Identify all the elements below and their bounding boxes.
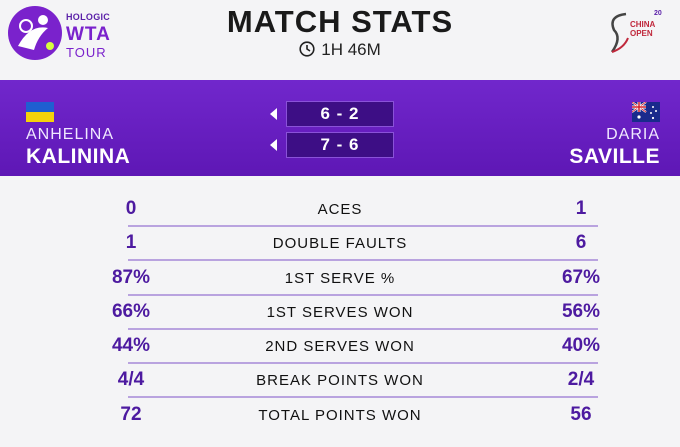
row-divider xyxy=(128,362,598,365)
header: HOLOGIC WTA TOUR MATCH STATS 1H 46M 20 C… xyxy=(0,0,680,80)
brand-tour: TOUR xyxy=(66,45,107,60)
stat-row-aces: 0 ACES 1 xyxy=(0,194,680,228)
tournament-name: CHINA OPEN xyxy=(630,20,655,38)
stat-label: ACES xyxy=(317,201,363,218)
score-band: ANHELINA KALININA 6 - 2 7 - 6 DARIA SAVI… xyxy=(0,80,680,176)
player-right-first-name: DARIA xyxy=(606,126,660,143)
stat-row-double-faults: 1 DOUBLE FAULTS 6 xyxy=(0,228,680,262)
player-right-last-name: SAVILLE xyxy=(569,145,660,168)
stat-right-value: 2/4 xyxy=(567,369,595,391)
australia-flag-icon xyxy=(632,102,660,122)
set-row: 6 - 2 xyxy=(270,101,400,127)
player-right: DARIA SAVILLE xyxy=(569,102,660,170)
clock-icon xyxy=(299,41,315,57)
brand-name: WTA xyxy=(66,24,111,45)
wta-emblem-icon xyxy=(8,6,62,60)
stat-right-value: 56% xyxy=(561,300,601,322)
stat-row-total-points-won: 72 TOTAL POINTS WON 56 xyxy=(0,400,680,434)
stat-row-first-serve-pct: 87% 1ST SERVE % 67% xyxy=(0,263,680,297)
serve-arrow-icon xyxy=(270,108,277,120)
stat-right-value: 67% xyxy=(561,266,601,288)
stat-label: 2ND SERVES WON xyxy=(265,338,415,356)
stat-left-value: 72 xyxy=(120,403,142,425)
sponsor-label: HOLOGIC xyxy=(66,12,111,22)
row-divider xyxy=(128,293,598,296)
stat-label: BREAK POINTS WON xyxy=(256,372,424,390)
stat-left-value: 4/4 xyxy=(117,369,145,391)
tournament-badge: 20 xyxy=(654,10,662,17)
duration-value: 1H 46M xyxy=(321,40,381,59)
stat-right-value: 40% xyxy=(561,335,601,357)
stat-right-value: 1 xyxy=(575,198,587,219)
stat-row-second-serves-won: 44% 2ND SERVES WON 40% xyxy=(0,331,680,365)
ukraine-flag-icon xyxy=(26,102,54,122)
stat-left-value: 44% xyxy=(111,335,151,357)
set-score-2: 7 - 6 xyxy=(286,132,394,158)
stat-row-first-serves-won: 66% 1ST SERVES WON 56% xyxy=(0,297,680,331)
set-row: 7 - 6 xyxy=(270,132,400,158)
tournament-name-line1: CHINA xyxy=(630,20,656,29)
stat-right-value: 56 xyxy=(570,403,592,425)
player-left-last-name: KALININA xyxy=(26,145,131,168)
stat-label: 1ST SERVES WON xyxy=(266,303,414,321)
stat-right-value: 6 xyxy=(575,232,587,254)
page-title: MATCH STATS xyxy=(226,4,454,39)
stat-left-value: 87% xyxy=(111,266,151,288)
player-left: ANHELINA KALININA xyxy=(26,102,130,170)
stats-table: 0 ACES 1 1 DOUBLE FAULTS 6 87% 1ST SERVE… xyxy=(0,194,680,434)
stat-left-value: 66% xyxy=(111,300,151,322)
swirl-icon xyxy=(610,12,629,53)
stat-left-value: 0 xyxy=(125,198,137,219)
serve-arrow-icon xyxy=(270,139,277,151)
set-scores: 6 - 2 7 - 6 xyxy=(270,101,400,163)
stat-label: TOTAL POINTS WON xyxy=(258,406,422,424)
row-divider xyxy=(128,327,598,330)
stat-label: DOUBLE FAULTS xyxy=(272,235,408,253)
tournament-name-line2: OPEN xyxy=(630,29,653,38)
row-divider xyxy=(128,225,598,227)
player-left-first-name: ANHELINA xyxy=(26,126,115,143)
stat-label: 1ST SERVE % xyxy=(284,269,396,287)
stat-row-break-points-won: 4/4 BREAK POINTS WON 2/4 xyxy=(0,365,680,399)
row-divider xyxy=(128,259,598,262)
stat-left-value: 1 xyxy=(125,232,137,254)
match-duration: 1H 46M xyxy=(0,40,680,60)
china-open-logo: 20 CHINA OPEN xyxy=(600,6,674,62)
wta-logo: HOLOGIC WTA TOUR xyxy=(8,6,128,66)
row-divider xyxy=(128,396,598,399)
set-score-1: 6 - 2 xyxy=(286,101,394,127)
